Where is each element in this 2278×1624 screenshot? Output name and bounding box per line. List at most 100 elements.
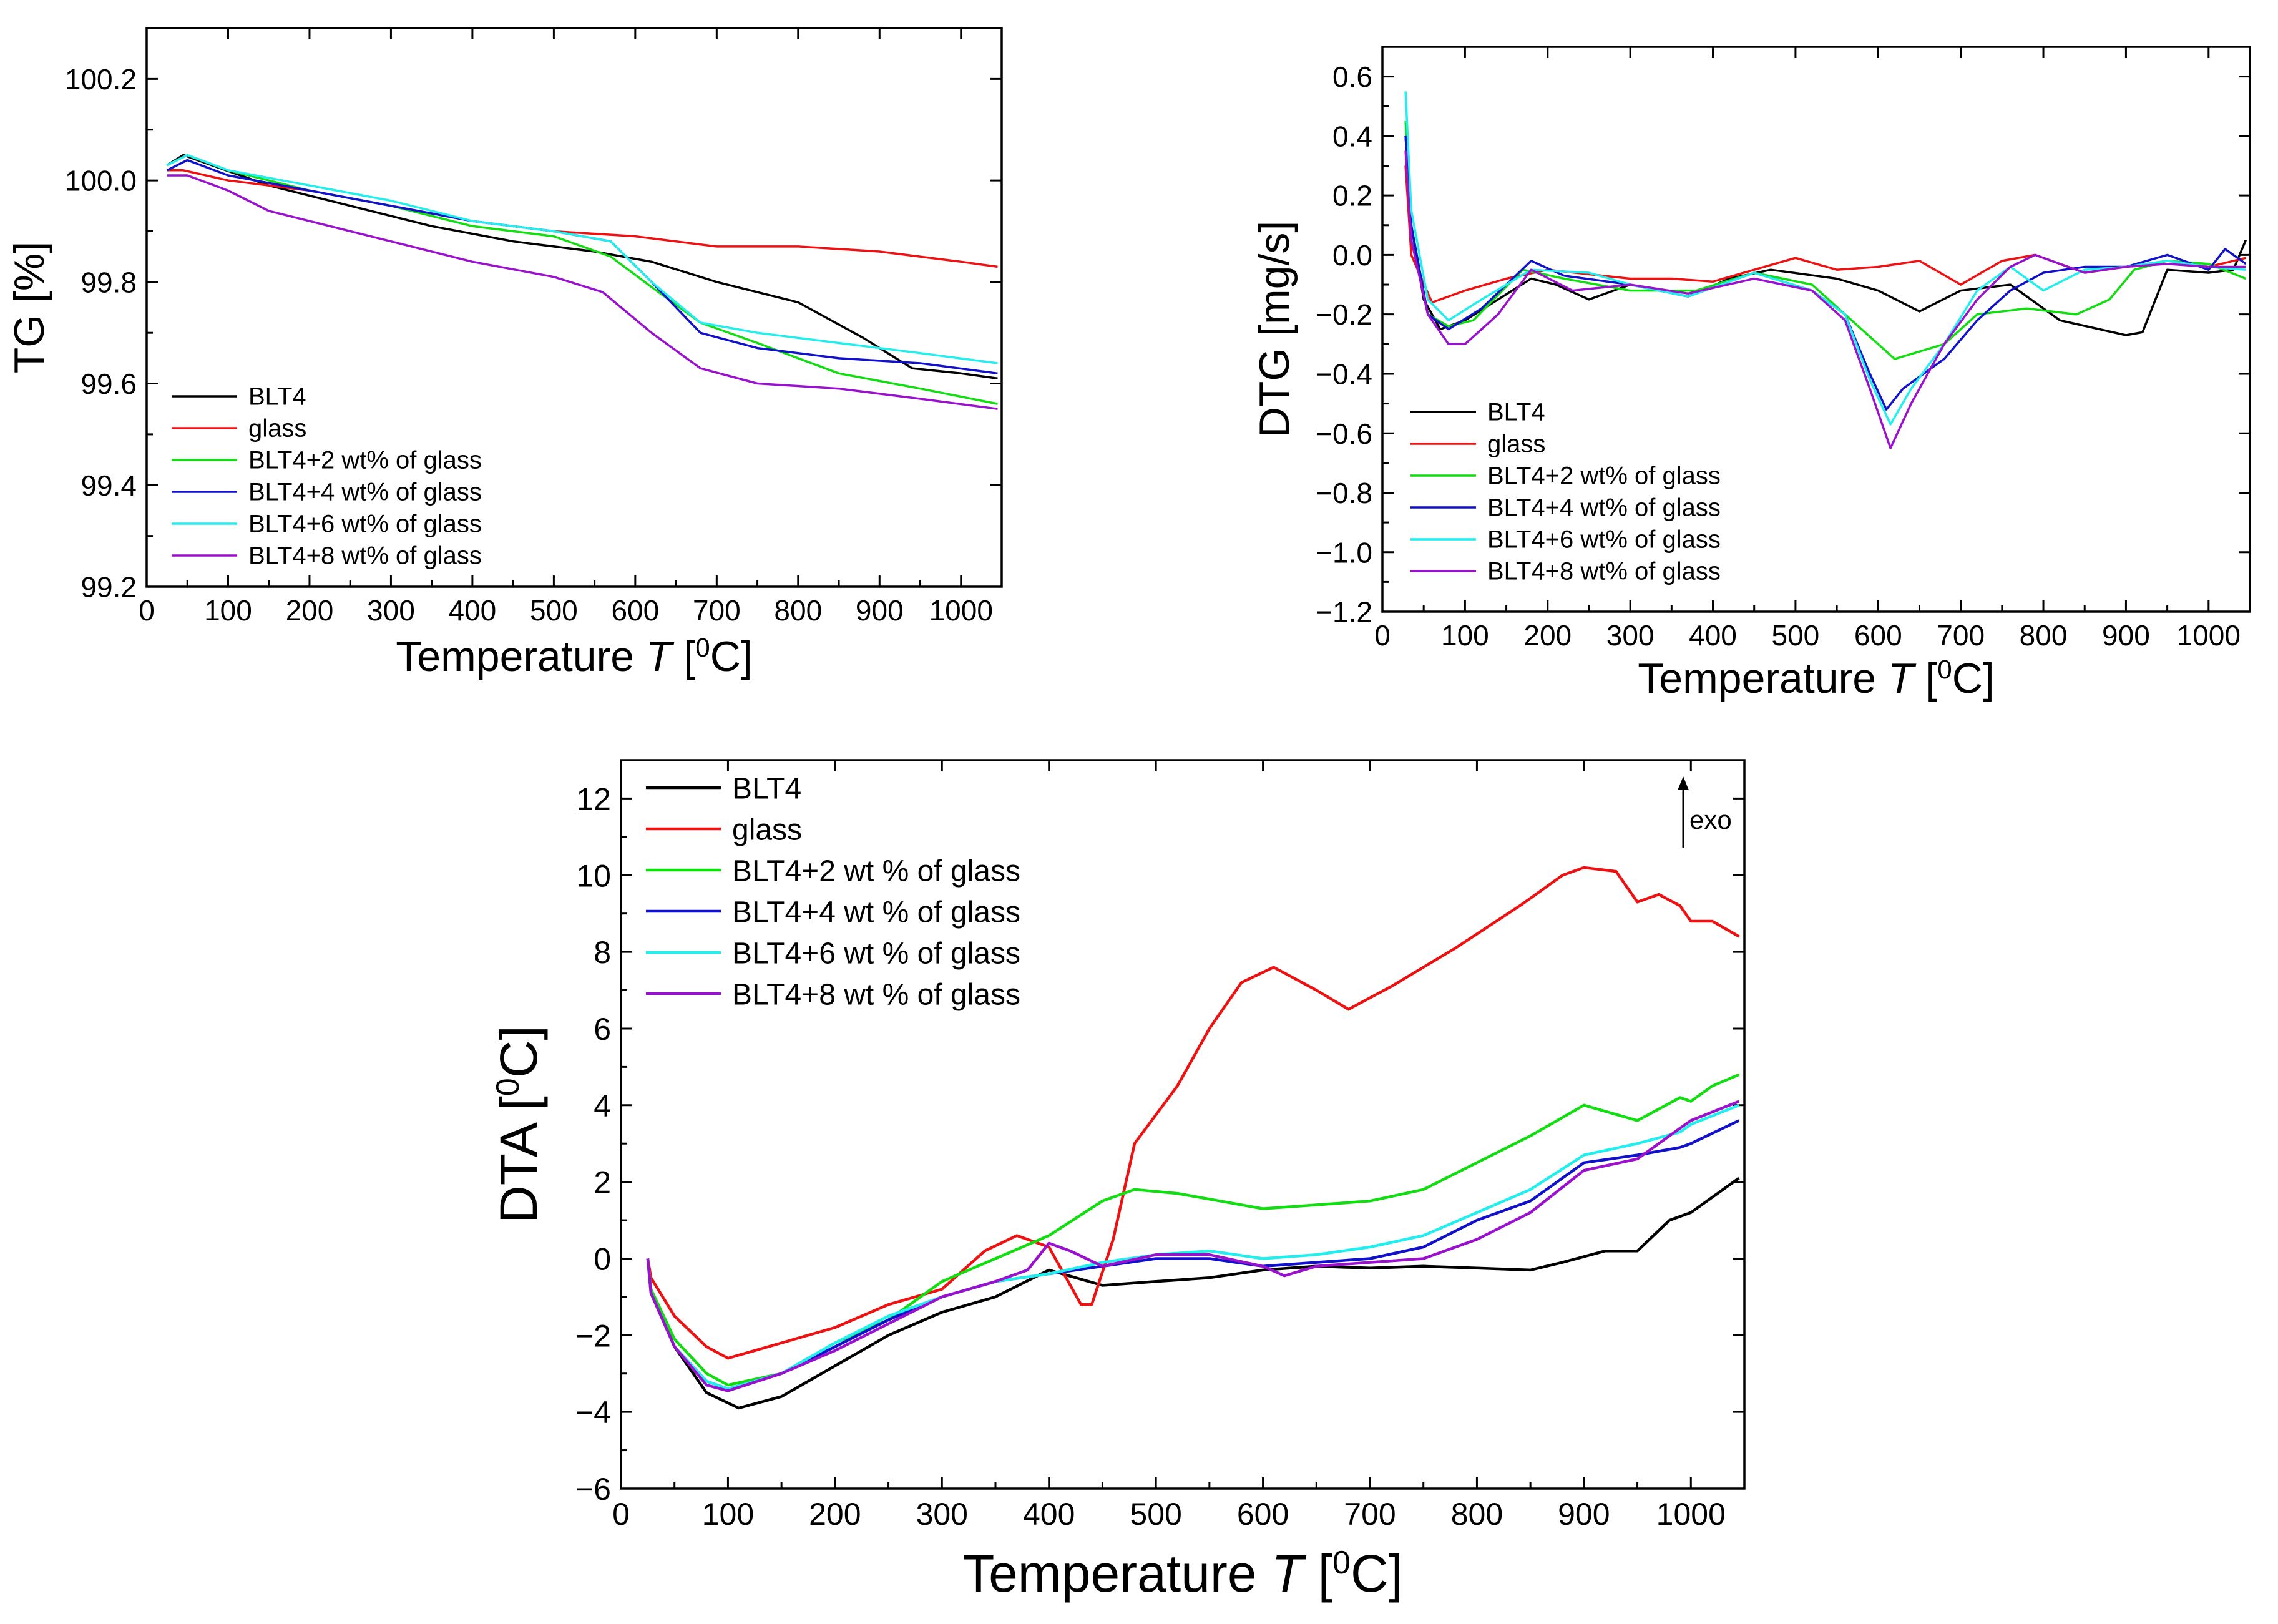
dtg-xtick-label: 300 <box>1606 619 1655 652</box>
tg-xtick-label: 900 <box>856 594 904 627</box>
dtg-legend-label: glass <box>1487 431 1545 458</box>
dta-xtick-label: 1000 <box>1656 1497 1726 1532</box>
dtg-series-line-blt4-6 <box>1404 91 2246 426</box>
tg-xtick-label: 800 <box>774 594 822 627</box>
tg-xtick-label: 400 <box>449 594 497 627</box>
tg-series-group <box>166 154 998 410</box>
tg-legend-label: BLT4+8 wt% of glass <box>248 542 482 570</box>
tg-xtick-label: 200 <box>286 594 334 627</box>
tg-xtick-label: 600 <box>611 594 659 627</box>
dta-x-axis-title-sup: 0 <box>1332 1545 1351 1581</box>
tg-legend-label: BLT4 <box>248 383 306 411</box>
tg-series-line-blt4-2 <box>166 154 998 405</box>
dtg-legend-label: BLT4+2 wt% of glass <box>1487 462 1721 490</box>
dtg-legend-label: BLT4+8 wt% of glass <box>1487 558 1721 585</box>
dtg-ytick-label: 0.4 <box>1332 120 1372 152</box>
tg-x-axis-title-open: [ <box>672 633 695 680</box>
dta-plot-frame <box>620 759 1746 1490</box>
tg-legend-label: BLT4+6 wt% of glass <box>248 511 482 538</box>
dta-xtick-label: 800 <box>1451 1497 1503 1532</box>
tg-legend: BLT4 glass BLT4+2 wt% of glass BLT4+4 wt% o… <box>172 383 482 570</box>
dta-y-axis-title-sup: 0 <box>490 1078 526 1096</box>
dtg-series-line-blt4-8 <box>1404 150 2246 449</box>
dta-x-axis-title-close: C] <box>1351 1544 1403 1603</box>
tg-x-axis-title-text: Temperature <box>396 633 646 680</box>
tg-xtick-label: 1000 <box>929 594 993 627</box>
dtg-xtick-label: 800 <box>2020 619 2068 652</box>
tg-legend-label: BLT4+2 wt% of glass <box>248 447 482 474</box>
tg-series-line-glass <box>167 169 998 268</box>
dta-x-axis-title: Temperature T [0C] <box>962 1544 1403 1603</box>
dtg-x-axis-title-var: T <box>1888 655 1917 702</box>
dtg-ytick-label: −0.6 <box>1316 418 1372 450</box>
dta-exo-label: exo <box>1689 805 1732 834</box>
dtg-xtick-label: 700 <box>1937 619 1985 652</box>
dtg-xtick-label: 500 <box>1772 619 1820 652</box>
dtg-xtick-label: 0 <box>1374 619 1391 652</box>
tg-xtick-label: 500 <box>530 594 578 627</box>
dtg-series-line-blt4 <box>1404 135 2247 336</box>
dta-exo-arrow-icon <box>1678 776 1689 790</box>
dtg-chart: 0 100 200 300 400 500 600 700 800 900 1000 −1.2 −1.0… <box>1251 46 2251 702</box>
dtg-series-group <box>1404 91 2247 449</box>
dta-legend-label: BLT4+6 wt % of glass <box>732 937 1020 970</box>
dta-ytick-label: 12 <box>576 781 611 816</box>
dta-ytick-label: 6 <box>594 1012 611 1047</box>
dta-ytick-label: 0 <box>594 1241 611 1276</box>
dtg-ytick-label: 0.6 <box>1332 61 1372 93</box>
dtg-ytick-label: −0.4 <box>1316 358 1372 391</box>
dtg-y-axis-title: DTG [mg/s] <box>1251 221 1298 438</box>
dtg-ytick-label: −1.2 <box>1316 596 1372 629</box>
dtg-xtick-label: 100 <box>1441 619 1489 652</box>
tg-x-axis-title-close: C] <box>710 633 753 680</box>
tg-ytick-label: 99.4 <box>81 469 137 502</box>
dtg-ytick-label: −0.8 <box>1316 477 1372 509</box>
dtg-xtick-label: 400 <box>1689 619 1737 652</box>
dtg-xtick-label: 1000 <box>2177 619 2241 652</box>
dta-xtick-label: 200 <box>809 1497 861 1532</box>
dta-series-group <box>646 866 1740 1410</box>
dta-xtick-label: 300 <box>916 1497 968 1532</box>
dta-series-line-blt4-6 <box>646 1103 1740 1391</box>
tg-xtick-label: 100 <box>204 594 252 627</box>
dta-xtick-label: 100 <box>702 1497 754 1532</box>
dta-chart: 0 100 200 300 400 500 600 700 800 900 1000−6−4−202… <box>489 759 1746 1603</box>
tg-x-axis-title: Temperature T [0C] <box>396 633 752 680</box>
dta-legend-label: BLT4 <box>732 772 801 805</box>
dtg-ytick-label: 0.2 <box>1332 180 1372 212</box>
dta-ytick-label: −4 <box>575 1395 611 1430</box>
dta-legend-label: BLT4+2 wt % of glass <box>732 854 1020 888</box>
dtg-ytick-label: 0.0 <box>1332 239 1372 271</box>
dta-xtick-label: 0 <box>612 1497 630 1532</box>
dtg-legend-label: BLT4 <box>1487 399 1545 426</box>
dta-y-axis-title-close: C] <box>489 1025 548 1078</box>
tg-ytick-label: 99.6 <box>81 368 137 400</box>
dtg-series-line-blt4-2 <box>1404 121 2247 360</box>
dta-series-line-blt4-8 <box>646 1100 1740 1392</box>
dta-y-axis-title: DTA [0C] <box>489 1025 548 1223</box>
dtg-legend: BLT4 glass BLT4+2 wt% of glass BLT4+4 wt% o… <box>1410 399 1721 585</box>
dtg-x-axis-title-open: [ <box>1914 655 1937 702</box>
dta-xtick-label: 500 <box>1130 1497 1181 1532</box>
dta-xtick-label: 600 <box>1237 1497 1289 1532</box>
tg-legend-label: BLT4+4 wt% of glass <box>248 479 482 506</box>
tg-plot-frame <box>145 27 1003 588</box>
dta-xtick-label: 700 <box>1344 1497 1396 1532</box>
dta-ytick-label: −6 <box>575 1472 611 1507</box>
tg-y-axis-title: TG [%] <box>6 242 53 374</box>
dtg-series-line-glass <box>1404 165 2246 304</box>
dta-xtick-label: 900 <box>1558 1497 1610 1532</box>
dta-x-axis-title-open: [ <box>1303 1544 1332 1603</box>
tg-xtick-label: 700 <box>693 594 741 627</box>
tg-ytick-label: 99.8 <box>81 266 137 298</box>
dtg-legend-label: BLT4+6 wt% of glass <box>1487 526 1721 554</box>
dta-y-axis-title-text: DTA [ <box>489 1096 548 1223</box>
tg-x-axis-title-sup: 0 <box>695 633 710 662</box>
dta-legend: BLT4 glass BLT4+2 wt % of glass BLT4+4 wt %… <box>646 772 1020 1011</box>
dta-ytick-label: 2 <box>594 1165 611 1200</box>
dtg-legend-label: BLT4+4 wt% of glass <box>1487 494 1721 522</box>
tg-ytick-label: 100.0 <box>65 165 137 197</box>
dtg-x-axis-title-close: C] <box>1952 655 1995 702</box>
tg-x-axis-title-var: T <box>646 633 675 680</box>
